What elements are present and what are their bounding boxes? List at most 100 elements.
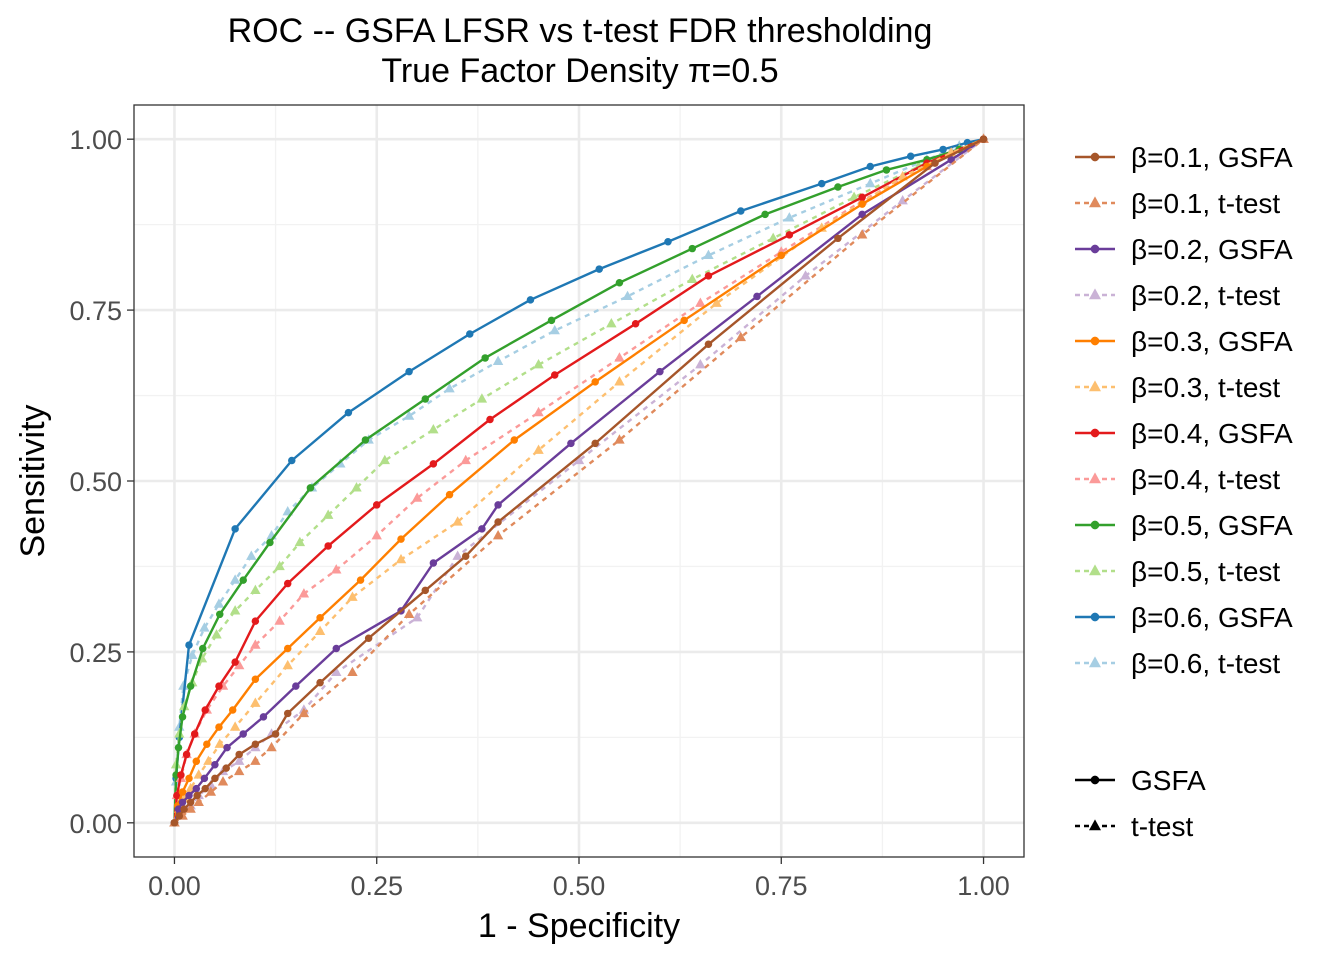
legend-label: β=0.2, GSFA	[1131, 234, 1293, 265]
data-point	[800, 270, 811, 280]
data-point	[979, 135, 988, 143]
y-tick-label: 0.50	[69, 467, 122, 497]
data-point	[229, 605, 241, 615]
legend-label: β=0.6, GSFA	[1131, 602, 1293, 633]
data-point	[510, 436, 519, 444]
legend-key-marker	[1089, 472, 1101, 484]
data-point	[421, 395, 430, 403]
data-point	[550, 371, 559, 379]
data-point	[217, 776, 229, 786]
y-tick-label: 0.25	[69, 638, 122, 668]
data-point	[461, 552, 470, 560]
data-point	[466, 330, 474, 338]
data-point	[266, 538, 274, 547]
data-point	[266, 741, 277, 752]
data-point	[664, 237, 672, 246]
data-point	[947, 155, 955, 164]
data-point	[283, 644, 292, 653]
data-point	[306, 484, 315, 492]
series-layer	[169, 133, 989, 827]
data-point	[239, 576, 247, 584]
x-tick-label: 0.25	[350, 871, 403, 901]
data-point	[767, 232, 779, 242]
data-point	[251, 675, 260, 683]
data-point	[215, 723, 223, 731]
data-point	[856, 229, 868, 239]
data-point	[283, 579, 292, 588]
data-point	[298, 588, 310, 598]
data-point	[316, 678, 324, 687]
data-point	[421, 586, 430, 595]
data-point	[533, 444, 544, 454]
data-point	[214, 738, 225, 748]
data-point	[292, 682, 300, 690]
data-point	[344, 408, 353, 417]
data-point	[274, 615, 285, 625]
data-point	[233, 765, 245, 776]
legend-item: β=0.6, t-test	[1075, 648, 1280, 679]
data-point	[481, 354, 489, 362]
data-point	[251, 740, 260, 748]
data-point	[591, 439, 599, 448]
data-point	[233, 755, 245, 765]
data-point	[688, 244, 697, 253]
data-point	[444, 382, 455, 393]
data-point	[526, 296, 535, 304]
series-line	[173, 138, 984, 823]
data-point	[215, 682, 223, 690]
legend-label: GSFA	[1131, 765, 1206, 796]
data-point	[403, 410, 415, 420]
legend-key-marker	[1090, 428, 1100, 438]
data-point	[185, 791, 193, 800]
data-point	[250, 639, 261, 649]
data-point	[193, 796, 204, 806]
legend-key-marker	[1090, 520, 1100, 530]
data-point	[866, 162, 875, 171]
legend-item: β=0.4, t-test	[1075, 464, 1280, 495]
data-point	[200, 774, 209, 783]
data-point	[622, 290, 633, 301]
data-point	[411, 612, 423, 622]
x-tick-label: 0.75	[755, 871, 808, 901]
data-point	[347, 591, 358, 601]
legend-item: β=0.5, t-test	[1075, 556, 1280, 587]
data-point	[193, 791, 201, 800]
series--0-2-gsfa	[170, 135, 988, 827]
data-point	[250, 584, 261, 595]
data-point	[203, 740, 211, 748]
x-tick-label: 0.00	[148, 871, 201, 901]
data-point	[178, 713, 187, 721]
legend-method-item: GSFA	[1075, 765, 1206, 796]
legend: β=0.1, GSFA β=0.1, t-test β=0.2, GSFA β=0.2…	[1075, 142, 1293, 842]
data-point	[192, 757, 201, 766]
data-point	[324, 542, 332, 550]
data-point	[332, 644, 341, 653]
data-point	[704, 340, 713, 349]
data-point	[231, 525, 239, 533]
data-point	[250, 697, 261, 707]
data-point	[656, 367, 664, 376]
legend-label: β=0.4, GSFA	[1131, 418, 1293, 449]
data-point	[178, 798, 187, 807]
data-point	[331, 564, 342, 574]
y-tick-label: 0.75	[69, 296, 122, 326]
data-point	[452, 516, 463, 526]
data-point	[703, 249, 714, 260]
data-point	[364, 634, 373, 642]
chart-title: ROC -- GSFA LFSR vs t-test FDR threshold…	[228, 12, 933, 50]
y-tick-label: 1.00	[69, 125, 122, 155]
data-point	[395, 553, 407, 564]
data-point	[228, 706, 237, 714]
data-point	[274, 560, 285, 571]
data-point	[351, 482, 362, 492]
data-point	[858, 193, 866, 202]
data-point	[239, 730, 247, 738]
data-point	[259, 713, 268, 721]
data-point	[460, 454, 471, 465]
data-point	[192, 784, 201, 793]
legend-item: β=0.5, GSFA	[1075, 510, 1293, 541]
legend-label: β=0.3, t-test	[1131, 372, 1280, 403]
data-point	[213, 598, 225, 608]
data-point	[704, 272, 713, 280]
data-point	[492, 355, 504, 366]
